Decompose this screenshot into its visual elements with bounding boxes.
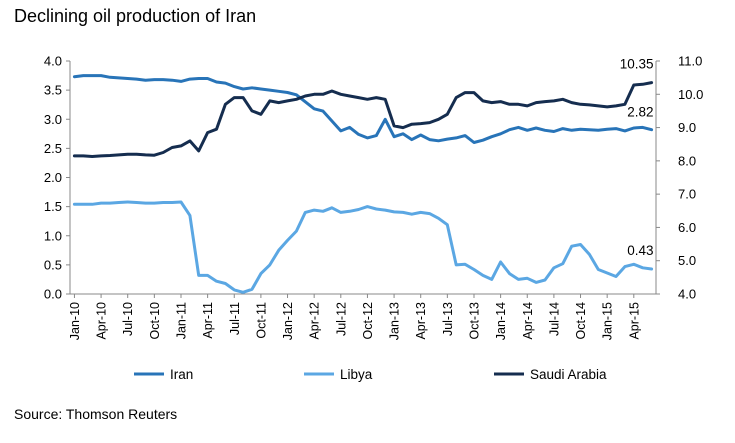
left-tick-label: 3.5 xyxy=(44,83,62,98)
x-tick-label: Oct-13 xyxy=(467,302,481,340)
right-y-axis: 4.0 5.0 6.0 7.0 8.0 9.0 10.0 11.0 xyxy=(655,54,703,302)
right-tick-label: 5.0 xyxy=(678,253,696,268)
x-tick-label: Apr-11 xyxy=(201,302,215,339)
x-tick-label: Oct-10 xyxy=(148,302,162,340)
series-lines xyxy=(72,74,654,294)
left-tick-label: 3.0 xyxy=(44,112,62,127)
x-tick-label: Oct-12 xyxy=(361,302,375,340)
x-tick-label: Apr-13 xyxy=(414,302,428,340)
x-tick-label: Apr-10 xyxy=(95,302,109,340)
x-tick-label: Apr-12 xyxy=(308,302,322,340)
right-tick-label: 6.0 xyxy=(678,220,696,235)
series-line-libya xyxy=(72,200,654,294)
x-tick-label: Jan-12 xyxy=(281,302,295,340)
chart-title: Declining oil production of Iran xyxy=(14,6,257,26)
right-tick-label: 8.0 xyxy=(678,153,696,168)
x-tick-label: Jul-11 xyxy=(228,302,242,335)
left-tick-label: 2.0 xyxy=(44,170,62,185)
x-axis: Jan-10 Apr-10 Jul-10 Oct-10 Jan-11 Apr-11 Jul-… xyxy=(68,293,656,340)
right-tick-label: 9.0 xyxy=(678,120,696,135)
legend-label: Libya xyxy=(340,367,373,382)
x-tick-label: Jan-13 xyxy=(388,302,402,340)
left-tick-label: 4.0 xyxy=(44,54,62,69)
legend-label: Iran xyxy=(170,367,193,382)
x-tick-label: Jan-11 xyxy=(174,302,188,339)
source-note: Source: Thomson Reuters xyxy=(14,406,178,422)
series-line-iran xyxy=(72,74,654,144)
x-tick-label: Apr-15 xyxy=(627,302,641,340)
x-tick-label: Oct-14 xyxy=(574,302,588,340)
x-tick-label: Jul-10 xyxy=(121,302,135,336)
left-y-axis: 0.0 0.5 1.0 1.5 2.0 2.5 3.0 3.5 4.0 xyxy=(44,54,71,302)
series-line-saudi-arabia xyxy=(72,81,654,158)
right-tick-label: 7.0 xyxy=(678,187,696,202)
end-value-label: 10.35 xyxy=(620,57,654,72)
right-tick-label: 4.0 xyxy=(678,287,696,302)
end-value-label: 0.43 xyxy=(627,243,653,258)
left-tick-label: 0.0 xyxy=(44,287,62,302)
left-tick-label: 1.5 xyxy=(44,199,62,214)
x-tick-label: Jan-14 xyxy=(494,302,508,340)
right-tick-label: 10.0 xyxy=(678,87,703,102)
legend-label: Saudi Arabia xyxy=(530,367,607,382)
x-tick-label: Jan-15 xyxy=(601,302,615,340)
end-value-labels: 10.35 2.82 0.43 xyxy=(620,57,654,258)
x-tick-label: Oct-11 xyxy=(254,302,268,339)
left-tick-label: 2.5 xyxy=(44,141,62,156)
left-tick-label: 1.0 xyxy=(44,228,62,243)
x-tick-label: Jul-12 xyxy=(334,302,348,336)
right-tick-label: 11.0 xyxy=(678,54,702,69)
left-tick-label: 0.5 xyxy=(44,257,62,272)
x-tick-label: Jul-13 xyxy=(441,302,455,336)
legend: Iran Libya Saudi Arabia xyxy=(134,367,607,382)
end-value-label: 2.82 xyxy=(627,105,653,120)
x-tick-label: Jan-10 xyxy=(68,302,82,340)
x-tick-label: Apr-14 xyxy=(521,302,535,340)
x-tick-label: Jul-14 xyxy=(547,302,561,336)
